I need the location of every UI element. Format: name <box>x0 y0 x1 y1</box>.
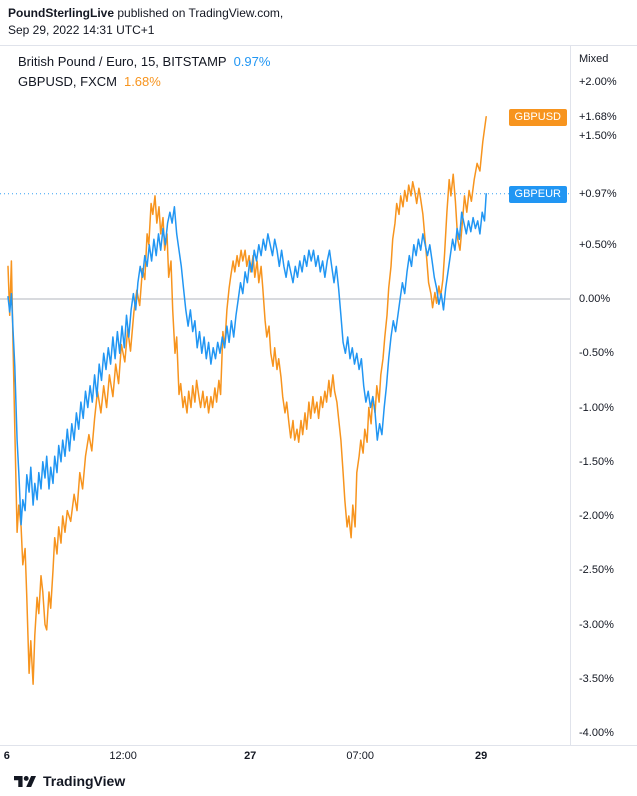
price-axis[interactable]: Mixed +2.00% +1.50% +0.50% 0.00% -0.50% -1.00… <box>570 46 637 745</box>
publish-header: PoundSterlingLive published on TradingVi… <box>8 5 283 39</box>
footer: TradingView <box>0 766 637 796</box>
price-axis-tick: +2.00% <box>579 76 617 88</box>
price-axis-tick: +1.50% <box>579 130 617 143</box>
price-axis-tick: -2.00% <box>579 510 614 522</box>
price-axis-value-gbpusd: +1.68% <box>579 110 617 123</box>
tradingview-brand[interactable]: TradingView <box>43 773 126 789</box>
price-axis-tick: -4.00% <box>579 727 614 739</box>
header-separator <box>0 45 637 46</box>
publish-suffix: published on TradingView.com, <box>114 6 284 20</box>
price-axis-tick: -3.00% <box>579 618 614 631</box>
time-axis[interactable]: 6 12:00 27 07:00 29 <box>0 746 637 770</box>
time-axis-tick: 12:00 <box>109 750 137 762</box>
price-axis-tick: -1.00% <box>579 401 614 414</box>
series-line-gbpusd <box>7 115 487 685</box>
price-axis-tick: +0.50% <box>579 238 617 251</box>
legend-symbol-title: GBPUSD, FXCM <box>18 74 117 89</box>
price-axis-tick: -1.50% <box>579 455 614 468</box>
chart-plot-area[interactable]: British Pound / Euro, 15, BITSTAMP 0.97% G… <box>0 46 570 745</box>
scale-mode-label[interactable]: Mixed <box>579 53 609 65</box>
time-axis-tick: 27 <box>244 750 257 762</box>
legend-change-value: 1.68% <box>123 74 161 89</box>
legend-change-value: 0.97% <box>233 54 271 69</box>
publisher-name: PoundSterlingLive <box>8 6 115 20</box>
price-label-badge-gbpeur: GBPEUR <box>508 185 567 203</box>
legend-row-compare-symbol[interactable]: GBPUSD, FXCM 1.68% <box>18 72 270 92</box>
time-axis-separator <box>0 745 637 746</box>
price-axis-value-gbpeur: +0.97% <box>579 187 617 200</box>
time-axis-tick: 07:00 <box>346 750 374 762</box>
price-axis-tick: -3.50% <box>579 672 614 685</box>
tradingview-logo-icon[interactable] <box>14 773 36 790</box>
chart-legend: British Pound / Euro, 15, BITSTAMP 0.97% G… <box>18 52 270 92</box>
price-label-badge-gbpusd: GBPUSD <box>508 108 567 126</box>
series-line-gbpeur <box>7 193 487 526</box>
price-chart-canvas[interactable] <box>0 46 570 745</box>
time-axis-tick: 6 <box>3 750 10 762</box>
price-axis-tick: 0.00% <box>579 293 611 305</box>
publish-line: PoundSterlingLive published on TradingVi… <box>8 5 283 22</box>
legend-row-main-symbol[interactable]: British Pound / Euro, 15, BITSTAMP 0.97% <box>18 52 270 72</box>
legend-symbol-title: British Pound / Euro, 15, BITSTAMP <box>18 54 227 69</box>
time-axis-tick: 29 <box>474 750 488 762</box>
publish-date: Sep 29, 2022 14:31 UTC+1 <box>8 23 155 37</box>
price-axis-tick: -0.50% <box>579 347 614 360</box>
price-axis-tick: -2.50% <box>579 564 614 577</box>
